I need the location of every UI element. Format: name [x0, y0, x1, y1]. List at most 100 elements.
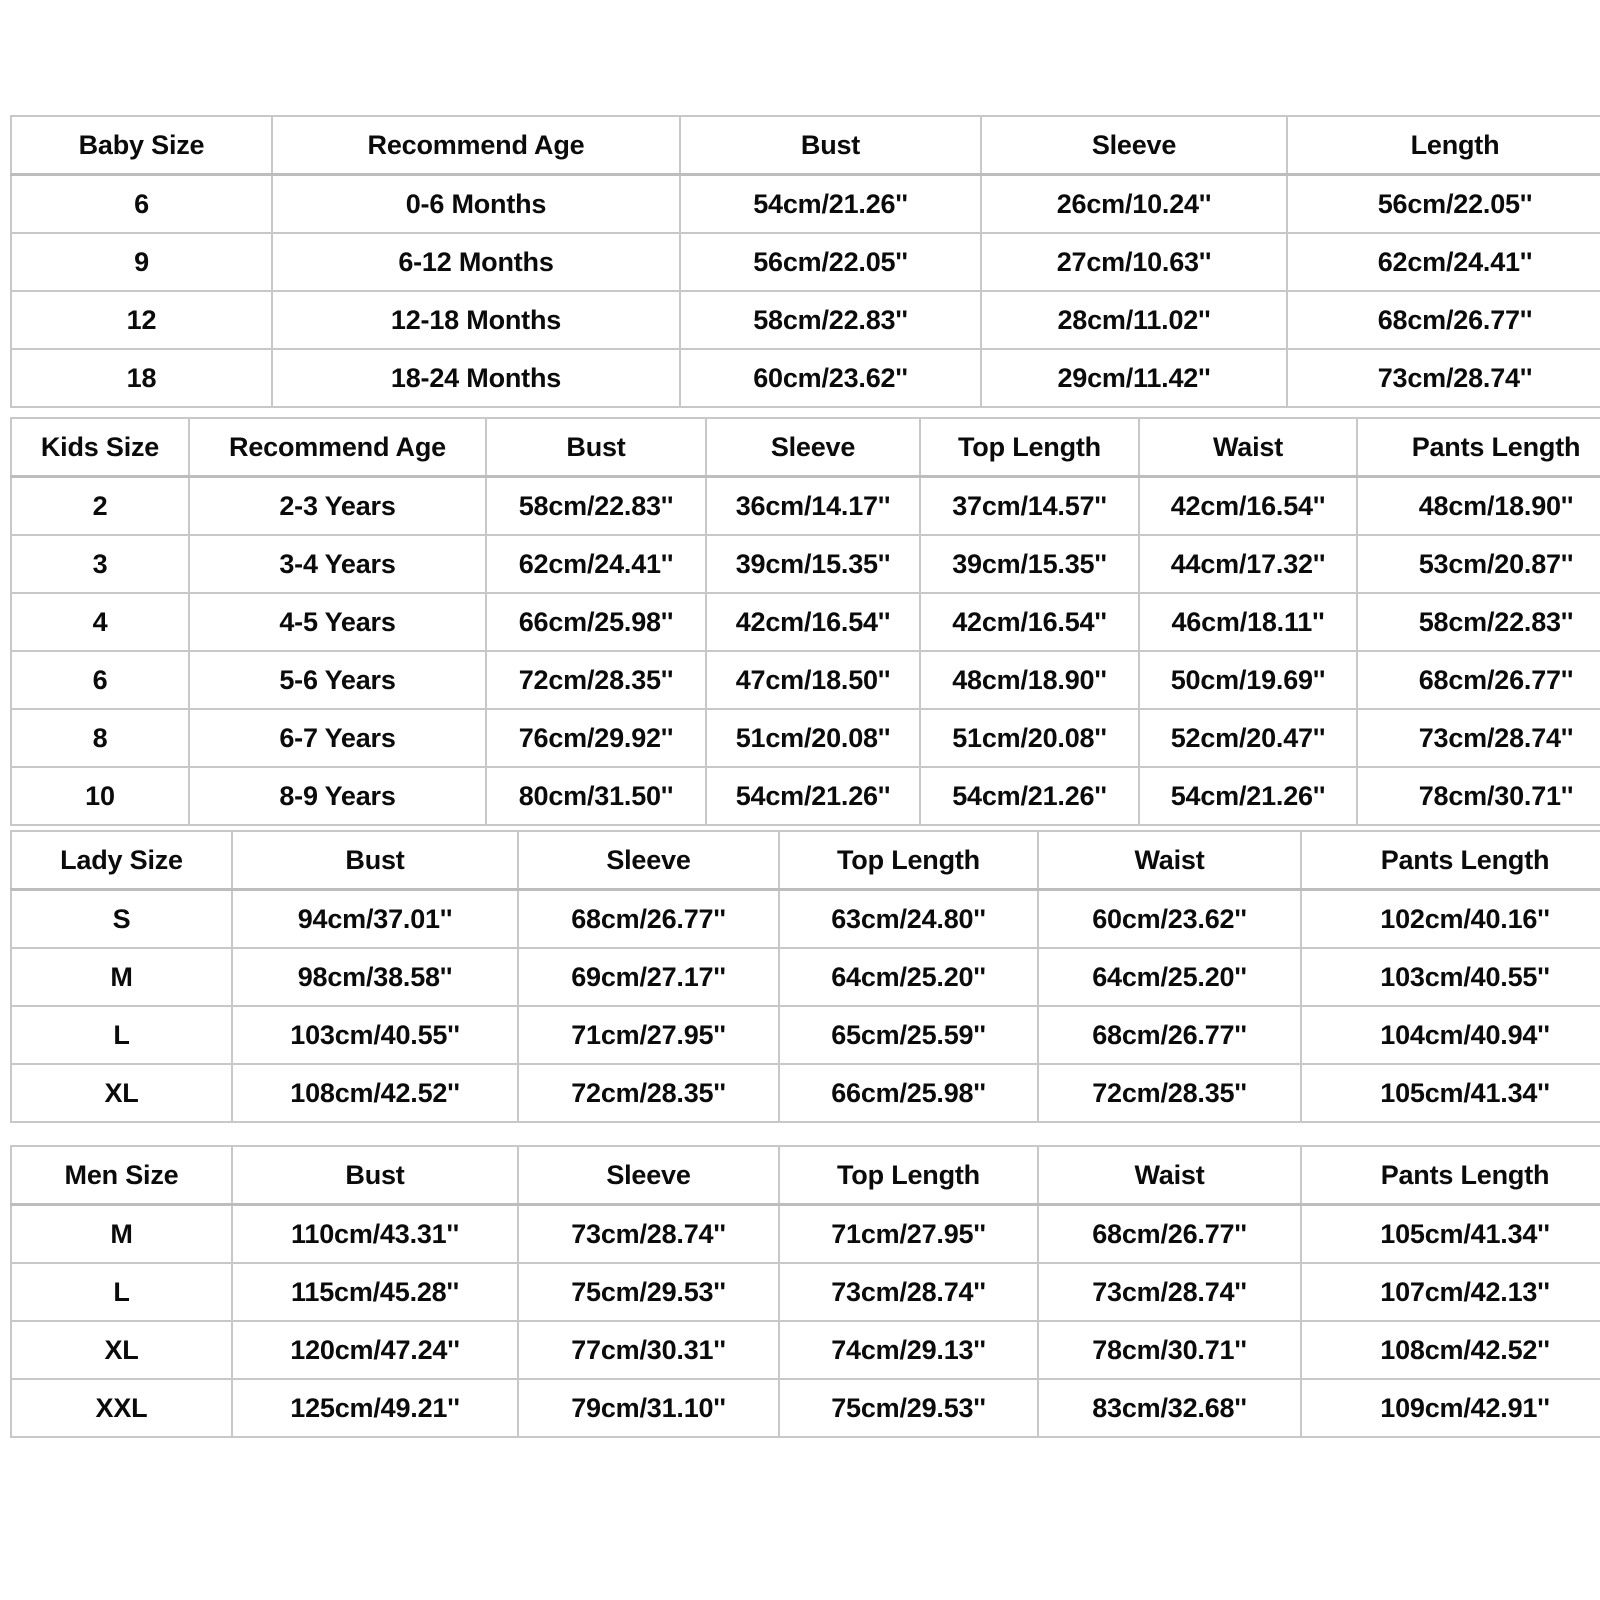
cell-pants-length: 109cm/42.91''	[1300, 1378, 1600, 1438]
column-header-pants-length: Pants Length	[1356, 417, 1600, 478]
cell-sleeve: 69cm/27.17''	[517, 947, 780, 1007]
column-header-top-length: Top Length	[778, 1145, 1039, 1206]
cell-waist: 64cm/25.20''	[1037, 947, 1302, 1007]
cell-sleeve: 29cm/11.42''	[980, 348, 1288, 408]
cell-top-length: 74cm/29.13''	[778, 1320, 1039, 1380]
cell-pants-length: 104cm/40.94''	[1300, 1005, 1600, 1065]
cell-recommend-age: 2-3 Years	[188, 475, 487, 536]
cell-recommend-age: 0-6 Months	[271, 173, 681, 234]
cell-pants-length: 105cm/41.34''	[1300, 1203, 1600, 1264]
cell-sleeve: 77cm/30.31''	[517, 1320, 780, 1380]
table-row: 10 8-9 Years 80cm/31.50'' 54cm/21.26'' 5…	[10, 766, 1600, 826]
cell-recommend-age: 12-18 Months	[271, 290, 681, 350]
cell-sleeve: 36cm/14.17''	[705, 475, 921, 536]
cell-waist: 83cm/32.68''	[1037, 1378, 1302, 1438]
cell-top-length: 71cm/27.95''	[778, 1203, 1039, 1264]
cell-recommend-age: 6-7 Years	[188, 708, 487, 768]
cell-sleeve: 39cm/15.35''	[705, 534, 921, 594]
baby-table-header: Baby Size Recommend Age Bust Sleeve Leng…	[10, 115, 1600, 176]
cell-pants-length: 105cm/41.34''	[1300, 1063, 1600, 1123]
column-header-baby-size: Baby Size	[10, 115, 273, 176]
table-row: 18 18-24 Months 60cm/23.62'' 29cm/11.42'…	[10, 348, 1600, 408]
cell-bust: 80cm/31.50''	[485, 766, 707, 826]
column-header-lady-size: Lady Size	[10, 830, 233, 891]
cell-size: 18	[10, 348, 273, 408]
cell-pants-length: 48cm/18.90''	[1356, 475, 1600, 536]
cell-size: 4	[10, 592, 190, 652]
cell-sleeve: 73cm/28.74''	[517, 1203, 780, 1264]
cell-top-length: 54cm/21.26''	[919, 766, 1140, 826]
cell-pants-length: 107cm/42.13''	[1300, 1262, 1600, 1322]
cell-size: M	[10, 947, 233, 1007]
cell-size: XL	[10, 1063, 233, 1123]
column-header-recommend-age: Recommend Age	[271, 115, 681, 176]
cell-bust: 76cm/29.92''	[485, 708, 707, 768]
cell-recommend-age: 4-5 Years	[188, 592, 487, 652]
cell-size: 6	[10, 650, 190, 710]
cell-top-length: 48cm/18.90''	[919, 650, 1140, 710]
cell-size: 2	[10, 475, 190, 536]
cell-top-length: 63cm/24.80''	[778, 888, 1039, 949]
cell-top-length: 42cm/16.54''	[919, 592, 1140, 652]
cell-bust: 72cm/28.35''	[485, 650, 707, 710]
cell-top-length: 75cm/29.53''	[778, 1378, 1039, 1438]
cell-pants-length: 78cm/30.71''	[1356, 766, 1600, 826]
cell-waist: 50cm/19.69''	[1138, 650, 1358, 710]
lady-table-body: S 94cm/37.01'' 68cm/26.77'' 63cm/24.80''…	[10, 888, 1600, 1123]
table-row: 8 6-7 Years 76cm/29.92'' 51cm/20.08'' 51…	[10, 708, 1600, 768]
cell-sleeve: 27cm/10.63''	[980, 232, 1288, 292]
men-table-body: M 110cm/43.31'' 73cm/28.74'' 71cm/27.95'…	[10, 1203, 1600, 1438]
table-row: 9 6-12 Months 56cm/22.05'' 27cm/10.63'' …	[10, 232, 1600, 292]
column-header-sleeve: Sleeve	[980, 115, 1288, 176]
cell-sleeve: 51cm/20.08''	[705, 708, 921, 768]
cell-size: 3	[10, 534, 190, 594]
cell-sleeve: 42cm/16.54''	[705, 592, 921, 652]
table-header-row: Baby Size Recommend Age Bust Sleeve Leng…	[10, 115, 1600, 176]
cell-sleeve: 79cm/31.10''	[517, 1378, 780, 1438]
cell-top-length: 37cm/14.57''	[919, 475, 1140, 536]
cell-recommend-age: 6-12 Months	[271, 232, 681, 292]
cell-waist: 52cm/20.47''	[1138, 708, 1358, 768]
table-row: M 110cm/43.31'' 73cm/28.74'' 71cm/27.95'…	[10, 1203, 1600, 1264]
column-header-kids-size: Kids Size	[10, 417, 190, 478]
table-row: 3 3-4 Years 62cm/24.41'' 39cm/15.35'' 39…	[10, 534, 1600, 594]
baby-size-table: Baby Size Recommend Age Bust Sleeve Leng…	[10, 115, 1600, 408]
cell-waist: 42cm/16.54''	[1138, 475, 1358, 536]
cell-length: 62cm/24.41''	[1286, 232, 1600, 292]
column-header-men-size: Men Size	[10, 1145, 233, 1206]
cell-size: XL	[10, 1320, 233, 1380]
cell-size: XXL	[10, 1378, 233, 1438]
cell-size: 8	[10, 708, 190, 768]
column-header-sleeve: Sleeve	[517, 1145, 780, 1206]
column-header-length: Length	[1286, 115, 1600, 176]
cell-top-length: 73cm/28.74''	[778, 1262, 1039, 1322]
kids-table-header: Kids Size Recommend Age Bust Sleeve Top …	[10, 417, 1600, 478]
cell-length: 56cm/22.05''	[1286, 173, 1600, 234]
cell-waist: 68cm/26.77''	[1037, 1005, 1302, 1065]
column-header-bust: Bust	[231, 830, 519, 891]
cell-top-length: 51cm/20.08''	[919, 708, 1140, 768]
cell-waist: 73cm/28.74''	[1037, 1262, 1302, 1322]
cell-pants-length: 103cm/40.55''	[1300, 947, 1600, 1007]
cell-pants-length: 68cm/26.77''	[1356, 650, 1600, 710]
cell-waist: 68cm/26.77''	[1037, 1203, 1302, 1264]
cell-length: 73cm/28.74''	[1286, 348, 1600, 408]
table-row: XL 108cm/42.52'' 72cm/28.35'' 66cm/25.98…	[10, 1063, 1600, 1123]
table-row: 4 4-5 Years 66cm/25.98'' 42cm/16.54'' 42…	[10, 592, 1600, 652]
cell-waist: 60cm/23.62''	[1037, 888, 1302, 949]
table-row: 6 0-6 Months 54cm/21.26'' 26cm/10.24'' 5…	[10, 173, 1600, 234]
cell-pants-length: 108cm/42.52''	[1300, 1320, 1600, 1380]
cell-bust: 62cm/24.41''	[485, 534, 707, 594]
table-row: L 115cm/45.28'' 75cm/29.53'' 73cm/28.74'…	[10, 1262, 1600, 1322]
cell-recommend-age: 3-4 Years	[188, 534, 487, 594]
cell-bust: 98cm/38.58''	[231, 947, 519, 1007]
cell-sleeve: 75cm/29.53''	[517, 1262, 780, 1322]
cell-waist: 44cm/17.32''	[1138, 534, 1358, 594]
table-row: XXL 125cm/49.21'' 79cm/31.10'' 75cm/29.5…	[10, 1378, 1600, 1438]
cell-sleeve: 47cm/18.50''	[705, 650, 921, 710]
cell-size: 12	[10, 290, 273, 350]
column-header-sleeve: Sleeve	[517, 830, 780, 891]
cell-waist: 54cm/21.26''	[1138, 766, 1358, 826]
column-header-recommend-age: Recommend Age	[188, 417, 487, 478]
table-row: L 103cm/40.55'' 71cm/27.95'' 65cm/25.59'…	[10, 1005, 1600, 1065]
